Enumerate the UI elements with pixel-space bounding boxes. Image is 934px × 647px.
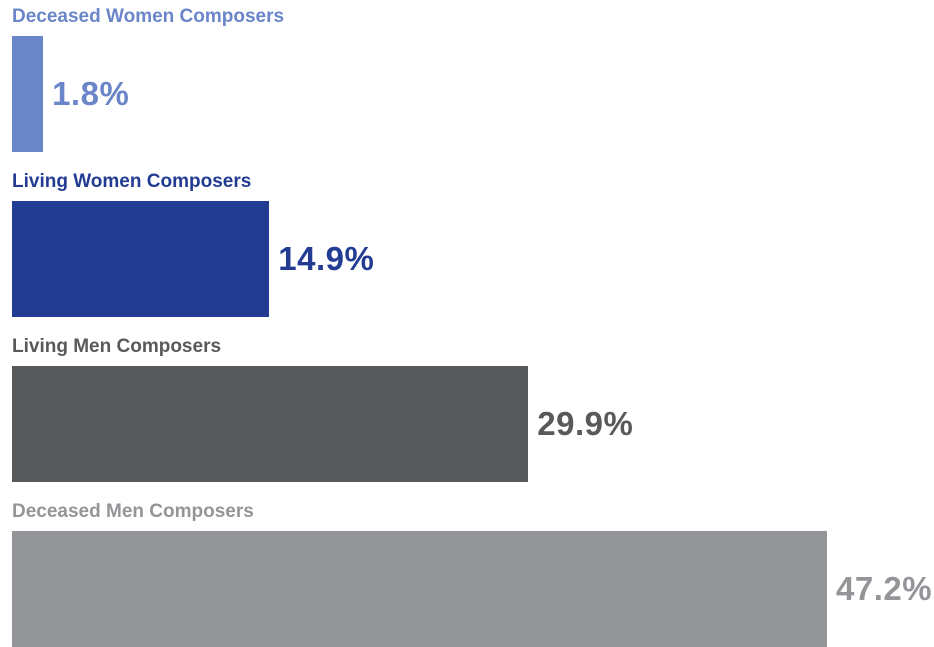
- value-label: 29.9%: [537, 405, 634, 442]
- category-label: Living Women Composers: [12, 171, 252, 192]
- category-label: Living Men Composers: [12, 336, 222, 357]
- value-label: 14.9%: [278, 240, 375, 277]
- category-label: Deceased Men Composers: [12, 501, 254, 522]
- value-label: 47.2%: [836, 570, 933, 607]
- value-label: 1.8%: [52, 75, 130, 112]
- category-label: Deceased Women Composers: [12, 6, 285, 27]
- bar: [12, 201, 270, 317]
- bar: [12, 36, 44, 152]
- bar: [12, 366, 529, 482]
- bar: [12, 531, 827, 647]
